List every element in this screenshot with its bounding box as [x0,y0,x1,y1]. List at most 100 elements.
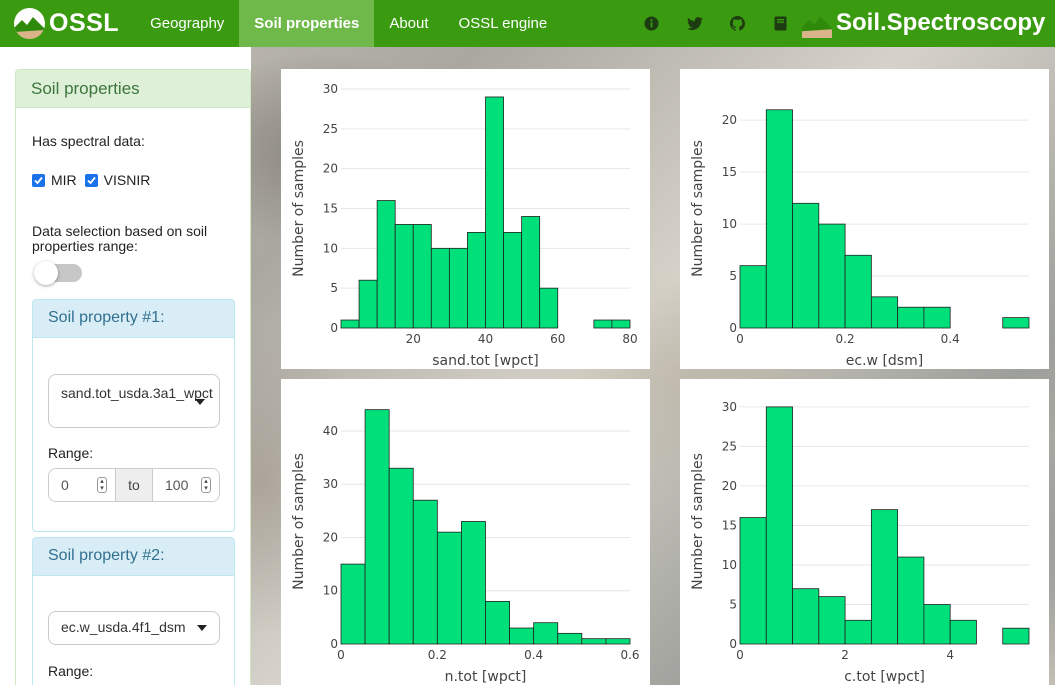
y-tick-label: 0 [729,321,737,335]
soil-property-1-range: 0 ▴ ▾ to 100 ▴ ▾ [48,468,220,502]
y-tick-label: 20 [722,113,737,127]
soil-property-2-title: Soil property #2: [33,538,234,576]
y-axis-title: Number of samples [690,140,706,277]
histogram-bar [340,563,366,645]
y-tick-label: 40 [323,424,338,438]
histogram-bar [844,254,872,329]
x-tick-label: 0.4 [524,648,543,662]
histogram-n[interactable]: 0 10 20 30 40 0 0.2 0.4 0.6 n.tot [wpct] Number of… [281,379,650,685]
histogram-bar [358,279,378,329]
spinner-icon[interactable]: ▴ ▾ [97,477,107,493]
histogram-bar [412,224,432,329]
histogram-bar [388,467,414,645]
histogram-bar [430,247,450,329]
histogram-bar [340,319,360,329]
nav-icon-group [642,14,814,33]
histogram-bar [818,223,846,329]
histogram-bar [461,521,486,645]
histogram-bar [765,109,793,329]
soil-property-2-value: ec.w_usda.4f1_dsm [61,619,186,635]
x-tick-label: 40 [478,332,493,346]
info-icon[interactable] [642,14,661,33]
histogram-bar [765,406,793,645]
nav-link-geography[interactable]: Geography [150,15,225,32]
range-min-input[interactable]: 0 ▴ ▾ [49,469,115,501]
range-max-input[interactable]: 100 ▴ ▾ [153,469,219,501]
y-tick-label: 5 [330,281,338,295]
brand-logo[interactable]: OSSL [14,0,119,47]
histogram-bar [923,604,951,645]
histogram-bar [364,409,390,645]
histogram-bar [448,247,468,329]
x-axis-title: c.tot [wpct] [844,669,925,685]
histogram-bar [611,319,631,329]
histogram-bar [593,319,613,329]
soil-property-2-panel: Soil property #2: ec.w_usda.4f1_dsm Rang… [32,537,235,685]
chevron-down-icon [197,625,207,631]
y-tick-label: 0 [729,637,737,651]
y-tick-label: 25 [323,122,338,136]
y-tick-label: 10 [323,241,338,255]
y-tick-label: 20 [323,530,338,544]
twitter-icon[interactable] [685,14,704,33]
range-max-value: 100 [165,477,189,493]
x-axis-title: sand.tot [wpct] [432,353,539,369]
histogram-bar [503,231,523,329]
range-to-label: to [115,469,153,501]
histogram-bar [521,216,541,329]
y-tick-label: 20 [323,162,338,176]
histogram-ec[interactable]: 0 5 10 15 20 0 0.2 0.4 ec.w [dsm] Number of sampl… [680,69,1049,369]
brand-name: OSSL [49,9,120,37]
soil-property-1-select[interactable]: sand.tot_usda.3a1_wpct [48,374,220,428]
y-tick-label: 20 [722,479,737,493]
spinner-icon[interactable]: ▴ ▾ [201,477,211,493]
histogram-bar [533,622,559,645]
histogram-bar [485,600,510,645]
navbar: OSSL Geography Soil properties About OSS… [0,0,1055,47]
checkbox-mir[interactable] [32,173,45,187]
soil-spectroscopy-brand[interactable]: Soil.Spectroscopy [802,8,1045,38]
soil-property-1-panel: Soil property #1: sand.tot_usda.3a1_wpct… [32,299,235,532]
histogram-c[interactable]: 0 5 10 15 20 25 30 0 2 4 c.tot [wpct] Number of sam… [680,379,1049,685]
sidebar: Soil properties Has spectral data: MIR V… [0,47,251,685]
range-min-value: 0 [61,477,69,493]
histogram-bar [792,588,820,645]
histogram-bar [923,306,951,329]
checkbox-visnir[interactable] [84,173,98,187]
histogram-sand[interactable]: 0 5 10 15 20 25 30 20 40 60 80 sand.tot [wpct] Numbe… [281,69,650,369]
x-tick-label: 60 [550,332,565,346]
range-selection-toggle[interactable] [34,261,82,285]
histogram-bar [818,596,846,645]
y-axis-title: Number of samples [690,453,706,590]
y-tick-label: 5 [729,269,737,283]
histogram-bar [870,296,899,329]
histogram-bar [897,306,925,329]
x-axis-title: ec.w [dsm] [846,353,923,369]
nav-link-ossl-engine[interactable]: OSSL engine [458,15,548,32]
spectral-data-label: Has spectral data: [32,133,145,149]
x-tick-label: 80 [622,332,637,346]
soil-property-2-select[interactable]: ec.w_usda.4f1_dsm [48,611,220,645]
soil-properties-panel: Soil properties Has spectral data: MIR V… [15,69,251,685]
histogram-bar [539,287,559,329]
histogram-n-card: 0 10 20 30 40 0 0.2 0.4 0.6 n.tot [wpct] Number of… [281,379,650,685]
y-tick-label: 10 [323,584,338,598]
github-icon[interactable] [728,14,747,33]
book-icon[interactable] [771,14,790,33]
histogram-bar [467,231,486,329]
checkbox-mir-label: MIR [51,172,77,188]
histogram-c-card: 0 5 10 15 20 25 30 0 2 4 c.tot [wpct] Number of sam… [680,379,1049,685]
histogram-bar [376,200,396,329]
checkbox-visnir-label: VISNIR [103,172,151,188]
histogram-bar [605,638,631,645]
histogram-bar [844,619,872,645]
sidebar-title: Soil properties [16,70,250,108]
y-tick-label: 30 [323,82,338,96]
nav-link-soil-properties[interactable]: Soil properties [239,0,375,47]
histogram-bar [739,265,767,329]
x-tick-label: 0 [736,648,744,662]
nav-link-about[interactable]: About [389,15,429,32]
spectral-checkbox-group: MIR VISNIR [32,172,150,188]
y-tick-label: 0 [330,637,338,651]
range-selection-label: Data selection based on soil properties … [32,223,208,254]
